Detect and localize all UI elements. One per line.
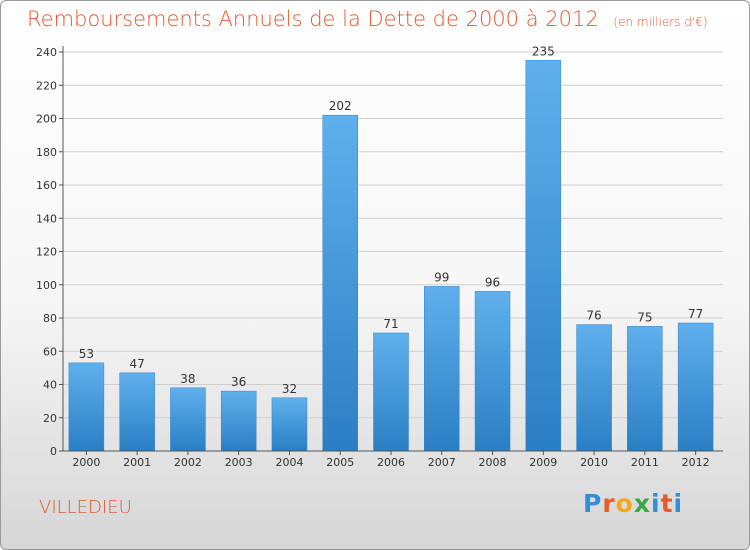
x-tick-label-2011: 2011 bbox=[631, 456, 659, 469]
y-tick-label: 20 bbox=[43, 412, 57, 425]
y-tick-label: 40 bbox=[43, 379, 57, 392]
x-tick-label-2009: 2009 bbox=[529, 456, 557, 469]
y-tick-label: 220 bbox=[36, 79, 57, 92]
bar-2012 bbox=[677, 322, 714, 452]
y-tick-label: 240 bbox=[36, 46, 57, 59]
y-tick-label: 200 bbox=[36, 113, 57, 126]
data-label-2012: 77 bbox=[688, 307, 703, 321]
y-tick-label: 60 bbox=[43, 345, 57, 358]
bar-2004 bbox=[271, 397, 308, 452]
y-tick-label: 100 bbox=[36, 279, 57, 292]
data-label-2010: 76 bbox=[586, 309, 601, 323]
x-tick-label-2006: 2006 bbox=[377, 456, 405, 469]
data-label-2011: 75 bbox=[637, 310, 652, 324]
data-label-2005: 202 bbox=[329, 99, 352, 113]
x-tick-label-2007: 2007 bbox=[428, 456, 456, 469]
x-tick-label-2000: 2000 bbox=[72, 456, 100, 469]
data-label-2006: 71 bbox=[383, 317, 398, 331]
data-label-2002: 38 bbox=[180, 372, 195, 386]
bar-2007 bbox=[424, 286, 460, 452]
commune-name: VILLEDIEU bbox=[39, 497, 132, 518]
bar-2006 bbox=[373, 332, 409, 452]
data-label-2007: 99 bbox=[434, 270, 449, 284]
data-label-2008: 96 bbox=[485, 275, 500, 289]
bar-2008 bbox=[474, 291, 511, 452]
chart-unit-note: (en milliers d'€) bbox=[613, 15, 708, 29]
bar-2003 bbox=[220, 390, 257, 452]
x-tick-label-2008: 2008 bbox=[479, 456, 507, 469]
chart-title-text: Remboursements Annuels de la Dette de 20… bbox=[27, 7, 599, 31]
bars: 53 47 38 36 32 202 71 99 96 235 76 75 77 bbox=[68, 44, 714, 452]
bar-2011 bbox=[627, 326, 663, 452]
bar-2001 bbox=[119, 372, 155, 452]
chart-title: Remboursements Annuels de la Dette de 20… bbox=[27, 7, 708, 31]
x-tick-label-2004: 2004 bbox=[275, 456, 303, 469]
y-tick-label: 160 bbox=[36, 179, 57, 192]
data-label-2000: 53 bbox=[79, 347, 94, 361]
y-tick-label: 120 bbox=[36, 246, 57, 259]
y-tick-label: 140 bbox=[36, 212, 57, 225]
x-tick-label-2001: 2001 bbox=[123, 456, 151, 469]
axes: 0 20 40 60 80 100 120 140 160 180 200 220 240 2000 200… bbox=[36, 46, 723, 469]
y-tick-label: 180 bbox=[36, 146, 57, 159]
data-label-2004: 32 bbox=[282, 382, 297, 396]
x-tick-label-2010: 2010 bbox=[580, 456, 608, 469]
data-label-2009: 235 bbox=[532, 44, 555, 58]
y-tick-label: 80 bbox=[43, 312, 57, 325]
y-tick-label: 0 bbox=[50, 445, 57, 458]
data-label-2003: 36 bbox=[231, 375, 246, 389]
bar-2002 bbox=[170, 387, 206, 452]
data-label-2001: 47 bbox=[130, 357, 145, 371]
bar-2000 bbox=[68, 362, 105, 452]
x-tick-label-2005: 2005 bbox=[326, 456, 354, 469]
bar-2009 bbox=[525, 60, 562, 452]
x-tick-label-2003: 2003 bbox=[225, 456, 253, 469]
proxiti-logo[interactable]: Proxiti bbox=[583, 489, 684, 518]
bar-2010 bbox=[576, 324, 612, 452]
x-tick-label-2002: 2002 bbox=[174, 456, 202, 469]
bar-2005 bbox=[322, 114, 358, 452]
x-tick-label-2012: 2012 bbox=[682, 456, 710, 469]
